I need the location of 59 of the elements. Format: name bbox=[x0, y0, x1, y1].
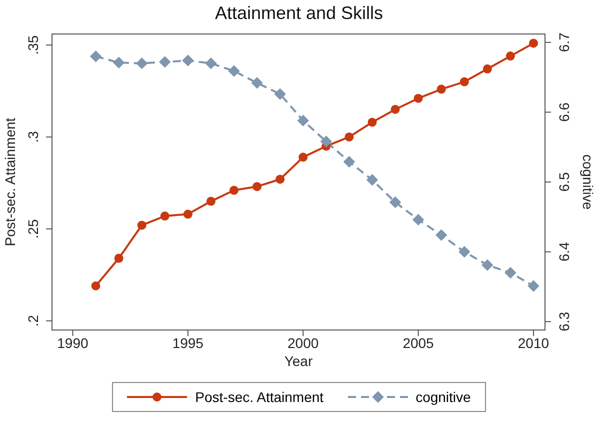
point bbox=[368, 118, 377, 127]
x-tick-label: 1995 bbox=[172, 334, 204, 351]
point bbox=[389, 196, 402, 208]
point bbox=[228, 65, 240, 77]
point bbox=[182, 54, 194, 66]
point bbox=[528, 280, 540, 292]
point bbox=[205, 57, 217, 70]
point bbox=[276, 174, 285, 184]
y-tick-label: .2 bbox=[25, 314, 41, 327]
point bbox=[460, 77, 469, 86]
point bbox=[297, 114, 309, 126]
legend-label: cognitive bbox=[416, 389, 471, 405]
point bbox=[252, 182, 262, 192]
x-tick-label: 2010 bbox=[518, 334, 550, 351]
y2-tick-label: 6.7 bbox=[556, 32, 572, 52]
point bbox=[136, 57, 148, 70]
point bbox=[298, 152, 308, 162]
point bbox=[343, 156, 356, 168]
point bbox=[436, 84, 446, 94]
y-axis-title: Post-sec. Attainment bbox=[2, 118, 18, 246]
y2-tick-label: 6.6 bbox=[556, 102, 572, 122]
legend-label: Post-sec. Attainment bbox=[195, 389, 324, 405]
x-tick-label: 2000 bbox=[288, 334, 319, 351]
point bbox=[183, 210, 192, 219]
point bbox=[482, 64, 492, 74]
point bbox=[274, 88, 286, 100]
point bbox=[344, 132, 354, 142]
point bbox=[435, 229, 448, 241]
point bbox=[160, 212, 170, 221]
point bbox=[414, 94, 423, 103]
point bbox=[504, 266, 516, 279]
point bbox=[206, 196, 216, 206]
point bbox=[320, 136, 332, 148]
y2-tick-label: 6.5 bbox=[556, 172, 572, 192]
point bbox=[137, 220, 146, 230]
point bbox=[366, 174, 378, 186]
x-tick-label: 2005 bbox=[402, 334, 434, 351]
y-tick-label: .25 bbox=[25, 218, 41, 239]
y2-axis-title: cognitive bbox=[580, 154, 596, 210]
point bbox=[412, 214, 424, 226]
point bbox=[114, 254, 124, 263]
point bbox=[458, 246, 470, 258]
point bbox=[159, 56, 171, 68]
point bbox=[90, 50, 102, 62]
chart-title: Attainment and Skills bbox=[214, 2, 384, 25]
point bbox=[506, 52, 515, 61]
point bbox=[390, 104, 400, 114]
y-tick-label: .3 bbox=[25, 130, 41, 143]
y2-tick-label: 6.3 bbox=[556, 312, 572, 332]
point bbox=[112, 56, 125, 68]
y2-tick-label: 6.4 bbox=[556, 242, 572, 262]
point bbox=[528, 38, 538, 48]
x-tick-label: 1990 bbox=[57, 334, 89, 351]
point bbox=[251, 77, 263, 89]
point bbox=[229, 186, 238, 195]
point bbox=[91, 281, 100, 290]
point bbox=[482, 259, 494, 271]
y-tick-label: .35 bbox=[25, 35, 41, 55]
x-axis-title: Year bbox=[284, 353, 313, 369]
